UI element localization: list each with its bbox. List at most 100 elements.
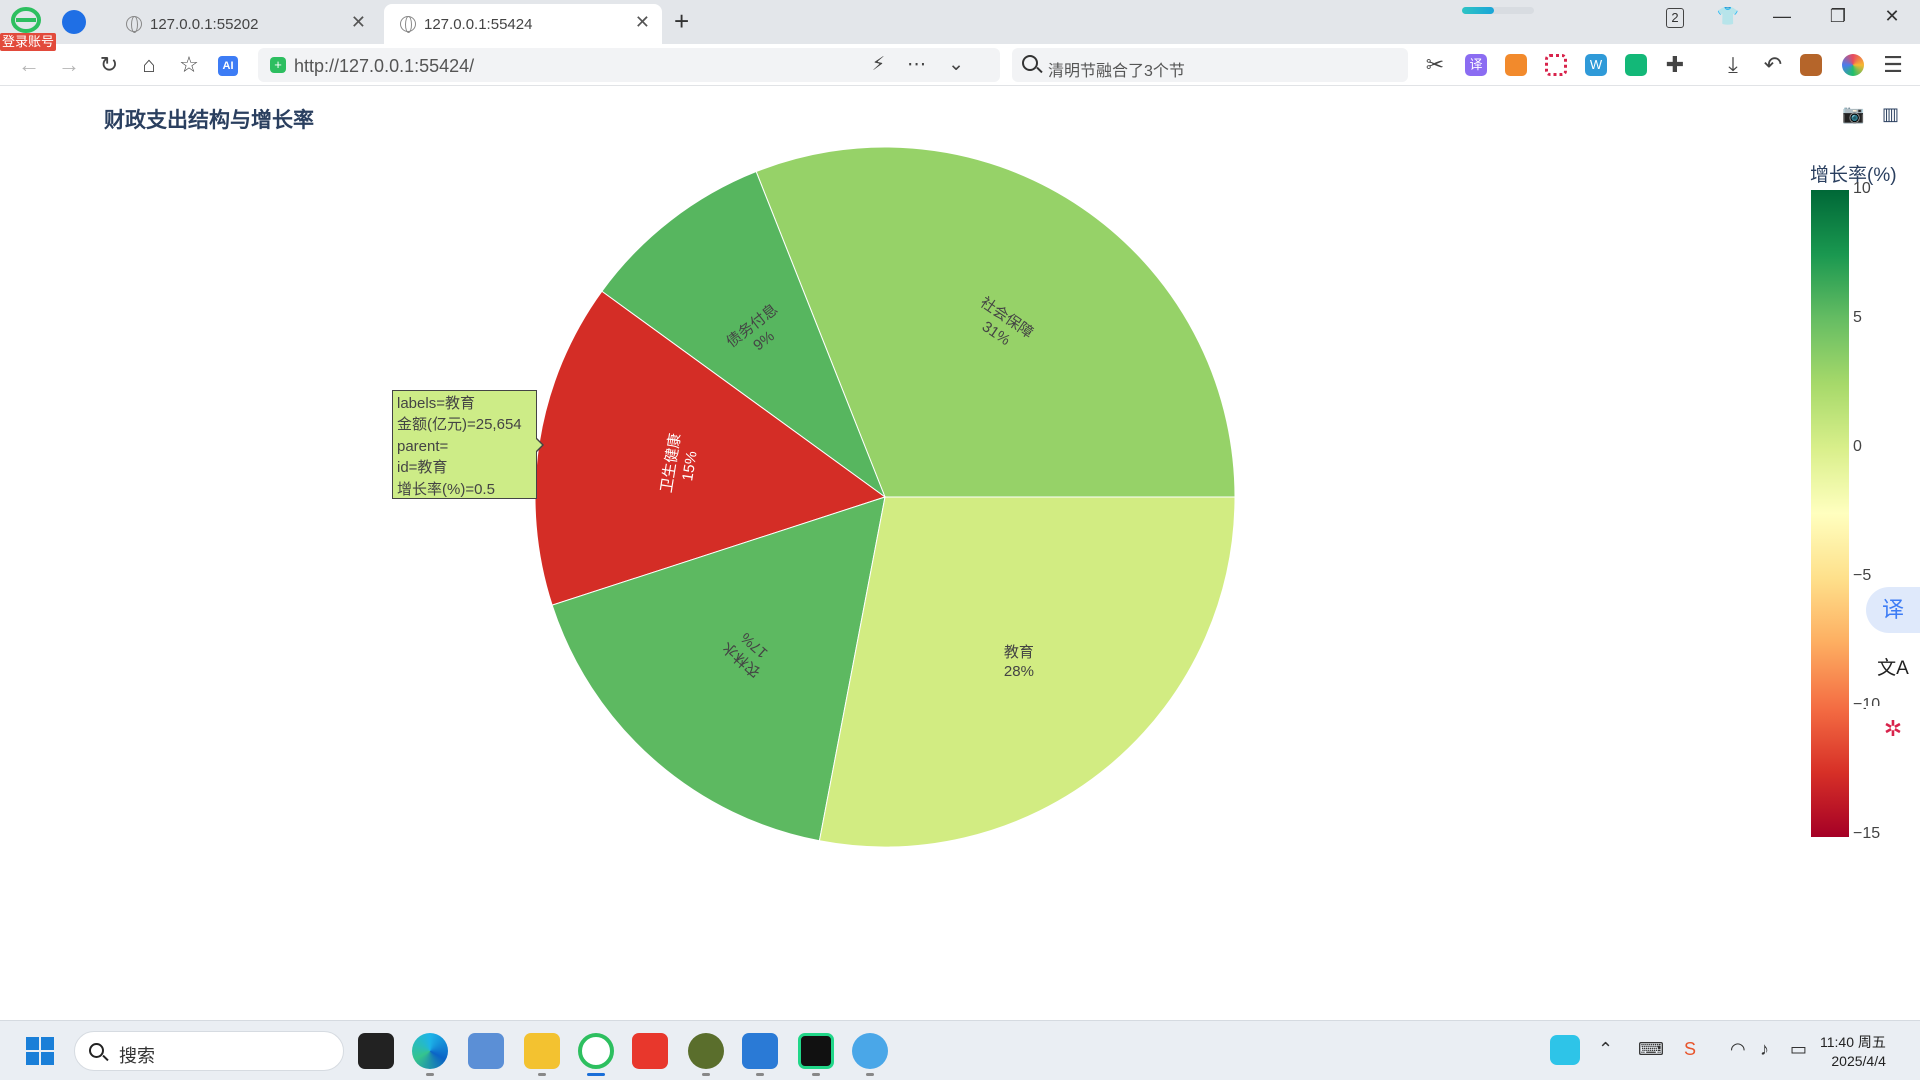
pie-chart[interactable]: 社会保障31%债务付息9%卫生健康15%农林水17% 教育 28% bbox=[0, 86, 1920, 1020]
tray-overflow-chevron-icon[interactable]: ⌃ bbox=[1598, 1039, 1614, 1059]
wifi-icon[interactable]: ◠ bbox=[1730, 1039, 1746, 1059]
address-bar-actions[interactable]: ⚡⋯⌄ bbox=[871, 54, 986, 75]
minimize-icon[interactable]: — bbox=[1773, 6, 1791, 26]
tab-strip: 登录账号 127.0.0.1:55202 ✕ 127.0.0.1:55424 ✕… bbox=[0, 0, 1920, 51]
pie-slice-label: 教育 28% bbox=[1004, 644, 1034, 680]
skin-icon[interactable]: 👕 bbox=[1716, 6, 1740, 26]
app-running-indicator bbox=[426, 1073, 434, 1076]
colorbar-tick: 10 bbox=[1853, 180, 1871, 197]
input-method-icon[interactable]: ⌨ bbox=[1638, 1039, 1664, 1059]
floating-translate-button[interactable]: 译 bbox=[1866, 587, 1920, 633]
wps-office-icon[interactable] bbox=[632, 1033, 668, 1069]
globe-icon bbox=[126, 16, 142, 33]
account-avatar-icon[interactable] bbox=[1842, 54, 1864, 76]
taskbar-search[interactable]: 搜索 bbox=[74, 1031, 344, 1071]
login-account-badge[interactable]: 登录账号 bbox=[0, 33, 56, 51]
camera-icon[interactable]: 📷 bbox=[1842, 104, 1865, 124]
globe-icon bbox=[400, 16, 416, 33]
toolbox-icon[interactable] bbox=[1800, 54, 1822, 76]
battery-icon[interactable]: ▭ bbox=[1790, 1039, 1808, 1059]
hover-tooltip-arrow bbox=[535, 437, 544, 453]
mindmap-extension-icon[interactable] bbox=[1545, 54, 1567, 76]
pie-slice[interactable] bbox=[601, 170, 887, 499]
task-view-icon[interactable] bbox=[358, 1033, 394, 1069]
browser-taskbar-icon[interactable] bbox=[578, 1033, 614, 1069]
undo-icon[interactable]: ↶ bbox=[1763, 52, 1783, 77]
pinned-telegram-tab-icon[interactable] bbox=[62, 10, 86, 34]
tab-inactive[interactable]: 127.0.0.1:55202 ✕ bbox=[110, 4, 378, 44]
hover-line: parent= bbox=[397, 437, 449, 455]
game-extension-icon[interactable] bbox=[1505, 54, 1527, 76]
download-icon[interactable]: ⤓ bbox=[1728, 52, 1738, 77]
clock[interactable]: 11:40 周五 2025/4/4 bbox=[1820, 1033, 1886, 1071]
restore-icon[interactable]: ❐ bbox=[1829, 6, 1847, 26]
pie-slice[interactable] bbox=[818, 496, 1236, 848]
reload-icon[interactable]: ↻ bbox=[99, 52, 119, 77]
search-suggestion[interactable]: 清明节融合了3个节 bbox=[1048, 63, 1185, 80]
app-running-indicator bbox=[538, 1073, 546, 1076]
menu-icon[interactable]: ☰ bbox=[1883, 52, 1903, 77]
pycharm-icon[interactable] bbox=[798, 1033, 834, 1069]
hover-line: labels=教育 bbox=[397, 395, 475, 412]
k-app-tray-icon[interactable] bbox=[1550, 1035, 1580, 1065]
app-running-indicator bbox=[812, 1073, 820, 1076]
pie-slice[interactable] bbox=[551, 496, 886, 842]
translate-extension-icon[interactable]: 译 bbox=[1465, 54, 1487, 76]
clock-date: 2025/4/4 bbox=[1831, 1053, 1886, 1069]
reader-extension-icon[interactable] bbox=[1625, 54, 1647, 76]
colorbar-tick: 0 bbox=[1853, 438, 1862, 455]
hover-tooltip: labels=教育 金额(亿元)=25,654 parent= id=教育 增长… bbox=[392, 390, 537, 499]
search-box[interactable]: 清明节融合了3个节 bbox=[1012, 48, 1408, 82]
colorbar-tick: −15 bbox=[1853, 825, 1881, 842]
favorites-icon[interactable]: ☆ bbox=[179, 52, 199, 77]
forward-icon[interactable]: → bbox=[58, 52, 80, 77]
download-progress-bar bbox=[1462, 7, 1534, 14]
taskbar-search-label: 搜索 bbox=[119, 1046, 155, 1066]
file-explorer-icon[interactable] bbox=[524, 1033, 560, 1069]
scissors-icon[interactable]: ✂ bbox=[1425, 52, 1445, 77]
game-app-icon[interactable] bbox=[688, 1033, 724, 1069]
app-running-indicator bbox=[866, 1073, 874, 1076]
back-icon[interactable]: ← bbox=[18, 52, 40, 77]
tab-count-button[interactable]: 2 bbox=[1655, 6, 1695, 28]
hover-line: 增长率(%)=0.5 bbox=[397, 480, 495, 498]
tab-active[interactable]: 127.0.0.1:55424 ✕ bbox=[384, 4, 662, 44]
colorbar-tick: 5 bbox=[1853, 309, 1862, 326]
floating-text-translate-icon[interactable]: 文A bbox=[1866, 646, 1920, 692]
colorbar bbox=[1811, 190, 1849, 837]
secure-shield-icon: + bbox=[270, 57, 286, 73]
notepad-icon[interactable] bbox=[742, 1033, 778, 1069]
download-progress-fill bbox=[1462, 7, 1495, 14]
edge-browser-icon[interactable] bbox=[412, 1033, 448, 1069]
home-icon[interactable]: ⌂ bbox=[142, 52, 156, 77]
new-tab-button[interactable]: + bbox=[674, 6, 690, 36]
hover-line: id=教育 bbox=[397, 459, 448, 477]
close-window-icon[interactable]: ✕ bbox=[1884, 6, 1900, 26]
clock-time: 11:40 周五 bbox=[1820, 1034, 1886, 1050]
search-icon bbox=[89, 1043, 104, 1058]
search-icon bbox=[1022, 55, 1038, 71]
taskbar: 搜索 ⌃ ⌨ S ◠ ♪ ▭ 11:40 周五 2025/4/4 bbox=[0, 1020, 1920, 1080]
browser-logo-icon[interactable] bbox=[8, 4, 44, 34]
ai-icon[interactable]: AI bbox=[218, 56, 238, 76]
toolbar: ← → ↻ ⌂ ☆ AI + http://127.0.0.1:55424/ ⚡… bbox=[0, 44, 1920, 86]
volume-icon[interactable]: ♪ bbox=[1760, 1039, 1769, 1059]
colorbar-tick: −5 bbox=[1853, 567, 1872, 584]
app-running-indicator bbox=[702, 1073, 710, 1076]
address-bar[interactable]: + http://127.0.0.1:55424/ ⚡⋯⌄ bbox=[258, 48, 1000, 82]
puzzle-extensions-icon[interactable]: ✚ bbox=[1665, 52, 1685, 77]
app-active-indicator bbox=[587, 1073, 605, 1076]
plotly-logo-icon[interactable]: ▥ bbox=[1882, 104, 1900, 124]
wps-extension-icon[interactable]: W bbox=[1585, 54, 1607, 76]
windows-start-icon[interactable] bbox=[26, 1037, 54, 1065]
colorbar-title: 增长率(%) bbox=[1810, 165, 1897, 186]
photos-app-icon[interactable] bbox=[468, 1033, 504, 1069]
tab-close-icon[interactable]: ✕ bbox=[350, 12, 366, 32]
sogou-ime-icon[interactable]: S bbox=[1684, 1039, 1697, 1059]
url-text[interactable]: http://127.0.0.1:55424/ bbox=[294, 56, 475, 76]
pie-slice[interactable] bbox=[755, 146, 1236, 498]
globe-app-icon[interactable] bbox=[852, 1033, 888, 1069]
tab-close-icon[interactable]: ✕ bbox=[634, 12, 650, 32]
chart-title: 财政支出结构与增长率 bbox=[104, 109, 314, 132]
floating-mindmap-icon[interactable]: ✲ bbox=[1866, 706, 1920, 752]
